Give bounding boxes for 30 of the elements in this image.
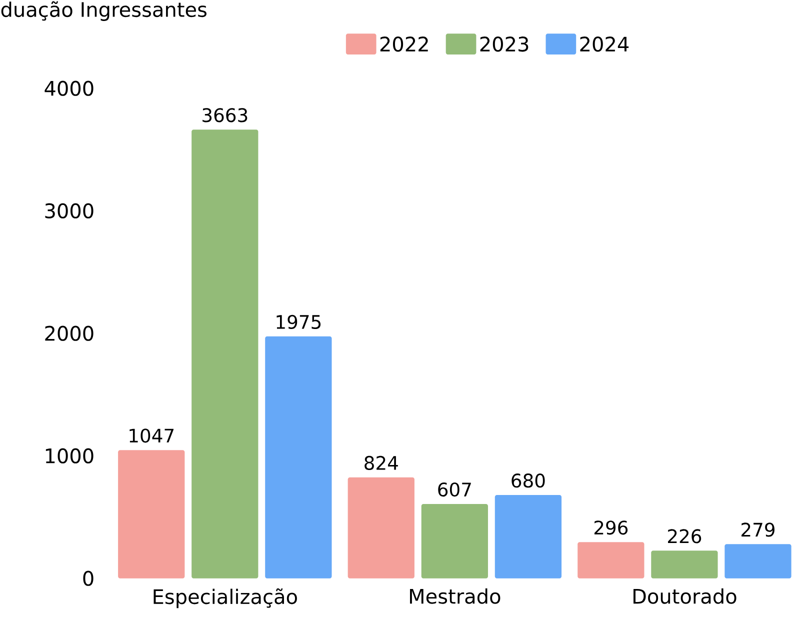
legend-label: 2024: [580, 36, 629, 52]
data-label: 607: [438, 482, 471, 497]
legend-label: 2023: [480, 36, 528, 52]
data-label: 3663: [202, 108, 248, 122]
y-tick-label: 3000: [45, 203, 94, 218]
x-tick-label: Especialização: [154, 588, 297, 608]
bar: [724, 544, 792, 578]
data-label: 1047: [130, 428, 174, 443]
bar: [265, 336, 332, 578]
y-tick-label: 2000: [45, 326, 94, 341]
bar: [348, 477, 414, 578]
bar: [494, 495, 562, 578]
legend-label: 2022: [380, 36, 428, 52]
x-tick-label: Doutorado: [634, 588, 736, 604]
bar: [578, 542, 644, 578]
bar: [421, 504, 488, 578]
y-tick-label: 1000: [46, 448, 94, 464]
data-label: 279: [742, 522, 774, 537]
bar: [192, 130, 258, 578]
bar: [118, 450, 185, 578]
data-label: 226: [668, 529, 702, 544]
data-label: 1975: [276, 314, 321, 330]
y-tick-label: 4000: [44, 80, 94, 96]
data-label: 296: [594, 520, 628, 535]
x-tick-label: Mestrado: [410, 588, 500, 604]
bar: [651, 550, 718, 578]
data-label: 680: [512, 474, 545, 488]
y-tick-label: 0: [83, 570, 94, 586]
data-label: 824: [364, 456, 398, 470]
chart-title: duação Ingressantes: [1, 1, 206, 21]
